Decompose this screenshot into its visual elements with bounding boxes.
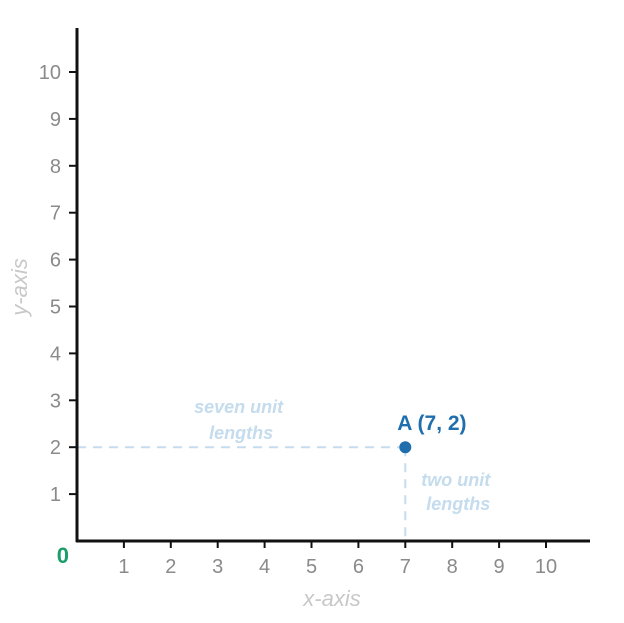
x-tick-label: 9: [494, 556, 505, 578]
horizontal-annotation-line: seven unit: [194, 397, 284, 417]
x-tick-label: 2: [165, 556, 176, 578]
y-tick-label: 4: [50, 343, 61, 365]
vertical-annotation-line: lengths: [426, 494, 490, 514]
y-tick-label: 6: [50, 250, 61, 272]
point-a: [399, 441, 412, 454]
x-ticks: 1 2 3 4 5 6 7 8 9 10: [118, 541, 557, 578]
y-tick-label: 5: [50, 297, 61, 319]
vertical-annotation-line: two unit: [421, 470, 491, 490]
y-tick-label: 1: [50, 484, 61, 506]
x-tick-label: 5: [306, 556, 317, 578]
y-tick-label: 2: [50, 437, 61, 459]
x-tick-label: 10: [535, 556, 557, 578]
y-ticks: 1 2 3 4 5 6 7 8 9 10: [39, 62, 77, 506]
x-tick-label: 6: [353, 556, 364, 578]
x-tick-label: 4: [259, 556, 270, 578]
origin-label: 0: [57, 543, 69, 568]
x-tick-label: 1: [118, 556, 129, 578]
annotations: seven unit lengths two unit lengths: [194, 397, 495, 514]
y-tick-label: 7: [50, 203, 61, 225]
horizontal-annotation: seven unit lengths: [194, 397, 288, 443]
y-tick-label: 3: [50, 390, 61, 412]
y-tick-label: 8: [50, 156, 61, 178]
x-tick-label: 8: [447, 556, 458, 578]
axes: [75, 28, 590, 543]
vertical-annotation: two unit lengths: [421, 470, 495, 514]
x-tick-label: 3: [212, 556, 223, 578]
x-tick-label: 7: [400, 556, 411, 578]
y-tick-label: 9: [50, 109, 61, 131]
y-axis-title: y-axis: [7, 258, 32, 317]
x-axis-title: x-axis: [302, 586, 360, 611]
data-points: A (7, 2): [397, 412, 467, 454]
point-a-label: A (7, 2): [397, 412, 466, 435]
y-tick-label: 10: [39, 62, 61, 84]
horizontal-annotation-line: lengths: [209, 423, 273, 443]
guide-lines: [77, 446, 407, 541]
